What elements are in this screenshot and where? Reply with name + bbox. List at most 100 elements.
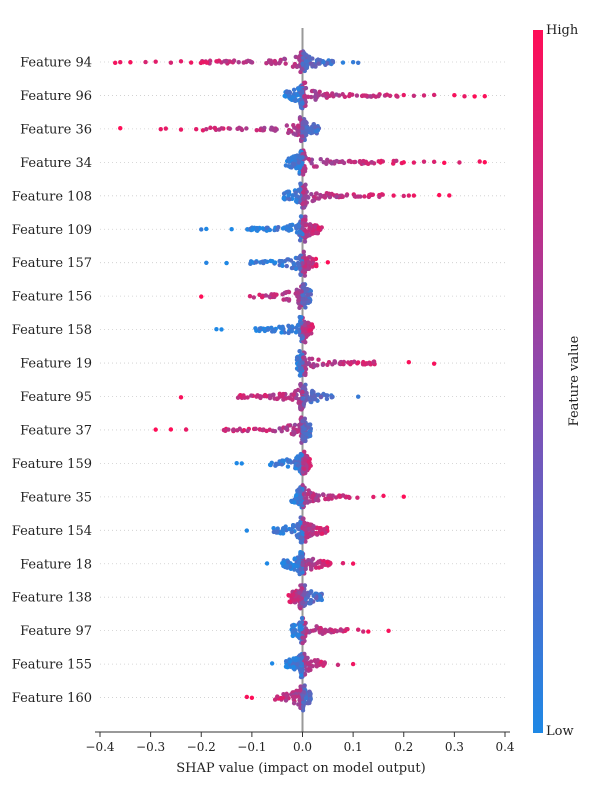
shap-point: [311, 164, 317, 169]
shap-point: [319, 564, 324, 570]
shap-point: [300, 635, 305, 640]
feature-points: [214, 314, 315, 345]
shap-point: [314, 664, 319, 669]
shap-point: [364, 93, 369, 98]
shap-point: [306, 56, 312, 61]
shap-point: [318, 192, 323, 198]
shap-point: [305, 491, 311, 497]
shap-point: [452, 92, 457, 98]
shap-point: [299, 105, 304, 110]
shap-point: [482, 160, 487, 165]
colorbar-title: Feature value: [567, 335, 582, 426]
shap-point: [309, 192, 314, 197]
shap-point: [282, 396, 287, 401]
shap-point: [361, 359, 366, 365]
shap-point: [334, 158, 339, 164]
shap-point: [315, 231, 321, 236]
shap-point: [313, 595, 319, 601]
shap-point: [300, 640, 305, 646]
shap-point: [285, 464, 291, 469]
shap-point: [163, 126, 169, 131]
shap-point: [302, 372, 307, 377]
shap-point: [309, 161, 314, 166]
shap-point: [263, 293, 269, 298]
shap-point: [262, 259, 268, 264]
shap-point: [293, 628, 298, 633]
shap-point: [344, 193, 349, 198]
feature-label: Feature 34: [20, 156, 92, 171]
shap-point: [305, 534, 310, 540]
feature-points: [112, 49, 361, 75]
feature-label: Feature 94: [20, 56, 92, 71]
shap-point: [300, 292, 305, 298]
shap-point: [301, 699, 306, 705]
shap-point: [401, 494, 406, 499]
feature-points: [118, 115, 322, 144]
shap-point: [275, 461, 280, 467]
feature-points: [153, 415, 313, 445]
shap-point: [300, 396, 306, 401]
feature-label: Feature 97: [20, 624, 92, 639]
shap-point: [271, 293, 276, 298]
shap-point: [320, 531, 325, 536]
shap-point: [168, 60, 174, 65]
shap-point: [183, 427, 189, 432]
shap-point: [329, 161, 335, 166]
shap-point: [319, 597, 324, 603]
shap-point: [273, 529, 278, 534]
x-tick-label: −0.1: [237, 740, 266, 754]
shap-point: [421, 159, 427, 164]
shap-point: [283, 61, 288, 66]
feature-points: [289, 483, 406, 510]
shap-point: [285, 189, 291, 194]
shap-point: [280, 226, 286, 231]
shap-point: [303, 99, 308, 105]
shap-point: [239, 461, 244, 466]
shap-point: [235, 395, 241, 400]
shap-point: [229, 226, 234, 232]
shap-point: [244, 694, 250, 700]
shap-point: [320, 92, 326, 98]
shap-point: [296, 160, 301, 165]
shap-point: [284, 89, 290, 94]
shap-point: [258, 394, 263, 399]
shap-point: [305, 292, 310, 297]
shap-point: [315, 658, 320, 663]
shap-point: [272, 328, 277, 333]
shap-point: [350, 561, 356, 566]
shap-point: [267, 462, 273, 468]
shap-point: [294, 64, 300, 70]
shap-point: [299, 661, 305, 666]
shap-point: [249, 260, 255, 265]
shap-point: [253, 326, 258, 331]
shap-point: [227, 126, 233, 131]
shap-point: [300, 152, 305, 157]
shap-point: [269, 325, 274, 330]
shap-point: [296, 298, 301, 303]
shap-point: [347, 91, 353, 97]
shap-point: [300, 419, 305, 424]
shap-point: [294, 564, 299, 569]
shap-point: [317, 628, 322, 633]
shap-point: [401, 193, 406, 199]
shap-point: [303, 214, 308, 219]
feature-label: Feature 19: [20, 357, 92, 372]
shap-point: [302, 80, 308, 85]
shap-point: [324, 91, 330, 96]
feature-label: Feature 155: [12, 658, 92, 673]
shap-point: [324, 628, 329, 634]
shap-point: [305, 195, 311, 200]
shap-point: [295, 123, 301, 128]
feature-points: [244, 515, 330, 545]
shap-point: [335, 662, 341, 668]
shap-point: [297, 305, 302, 311]
shap-point: [341, 160, 347, 166]
shap-point: [292, 500, 297, 505]
shap-point: [286, 193, 291, 198]
shap-point: [303, 58, 309, 64]
shap-point: [299, 100, 305, 106]
shap-point: [300, 600, 306, 605]
x-axis-ticks: −0.4 −0.3 −0.2 −0.1 0.0 0.1 0.2 0.3 0.4: [85, 732, 515, 754]
shap-point: [352, 359, 357, 364]
shap-point: [241, 428, 247, 433]
